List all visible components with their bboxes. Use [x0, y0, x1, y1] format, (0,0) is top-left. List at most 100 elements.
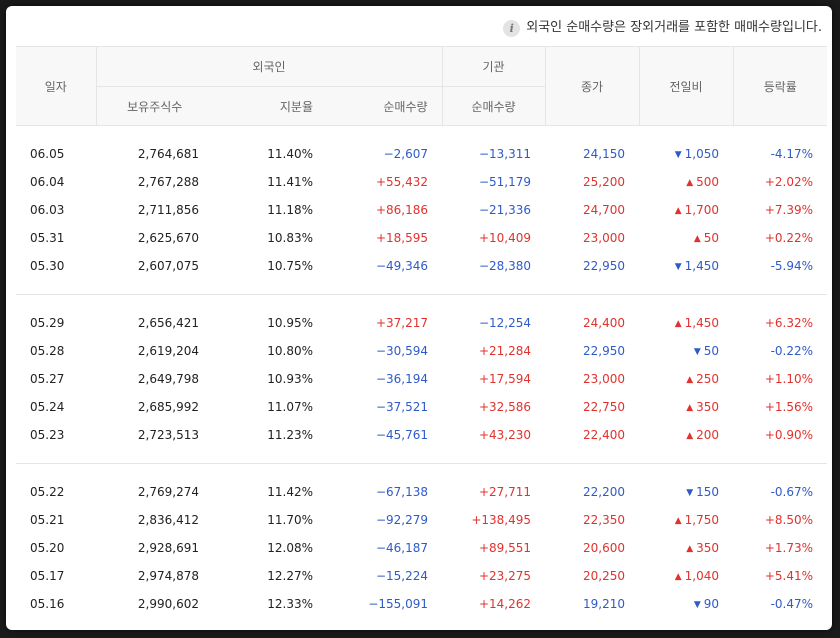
change-value: 50 [703, 231, 720, 245]
header-rate: 등락률 [732, 46, 828, 126]
group-separator [16, 280, 828, 295]
date-cell: 05.31 [30, 231, 65, 245]
holdings-cell: 2,769,274 [137, 485, 199, 499]
header-foreign: 외국인 [95, 46, 443, 87]
date-cell: 06.04 [30, 175, 65, 189]
ratio-cell: 12.33% [267, 597, 313, 611]
inst-net-cell: +10,409 [478, 231, 532, 245]
change-cell: ▲ 1,700 [639, 196, 733, 224]
foreign-net-cell: −67,138 [375, 485, 429, 499]
inst-net-cell: −13,311 [478, 147, 532, 161]
change-cell: ▲ 500 [639, 168, 733, 196]
change-value: 1,750 [684, 513, 720, 527]
change-value: 1,450 [684, 316, 720, 330]
rate-cell: +5.41% [764, 569, 814, 583]
date-cell: 06.05 [30, 147, 65, 161]
change-value: 90 [703, 597, 720, 611]
info-note-text: 외국인 순매수량은 장외거래를 포함한 매매수량입니다. [526, 20, 822, 35]
ratio-cell: 10.93% [267, 372, 313, 386]
header-inst-net: 순매수량 [441, 86, 546, 126]
inst-net-cell: +27,711 [478, 485, 532, 499]
table-row: 05.30 2,607,075 10.75% −49,346 −28,380 22,950… [16, 252, 827, 280]
holdings-cell: 2,764,681 [137, 147, 199, 161]
ratio-cell: 10.95% [267, 316, 313, 330]
holdings-cell: 2,649,798 [137, 372, 199, 386]
change-cell: ▼ 1,050 [639, 140, 733, 168]
table-row: 05.23 2,723,513 11.23% −45,761 +43,230 22,400… [16, 421, 827, 449]
change-cell: ▲ 350 [639, 393, 733, 421]
inst-net-cell: +17,594 [478, 372, 532, 386]
triangle-up-icon: ▲ [674, 206, 682, 216]
holdings-cell: 2,928,691 [137, 541, 199, 555]
foreign-net-cell: −2,607 [383, 147, 429, 161]
date-cell: 05.22 [30, 485, 65, 499]
table-row: 05.28 2,619,204 10.80% −30,594 +21,284 22,950… [16, 337, 827, 365]
inst-net-cell: +23,275 [478, 569, 532, 583]
table-row: 05.20 2,928,691 12.08% −46,187 +89,551 20,600… [16, 534, 827, 562]
change-value: 1,700 [684, 203, 720, 217]
ratio-cell: 11.18% [267, 203, 313, 217]
table-row: 05.17 2,974,878 12.27% −15,224 +23,275 20,250… [16, 562, 827, 590]
info-note: i 외국인 순매수량은 장외거래를 포함한 매매수량입니다. [6, 16, 832, 40]
close-cell: 23,000 [583, 231, 626, 245]
holdings-cell: 2,711,856 [137, 203, 199, 217]
triangle-up-icon: ▲ [686, 375, 694, 385]
triangle-down-icon: ▼ [693, 600, 701, 610]
date-cell: 05.30 [30, 259, 65, 273]
foreign-net-cell: −49,346 [375, 259, 429, 273]
holdings-cell: 2,607,075 [137, 259, 199, 273]
foreign-net-cell: −30,594 [375, 344, 429, 358]
ratio-cell: 10.83% [267, 231, 313, 245]
holdings-cell: 2,974,878 [137, 569, 199, 583]
triangle-up-icon: ▲ [693, 234, 701, 244]
date-cell: 05.28 [30, 344, 65, 358]
close-cell: 23,000 [583, 372, 626, 386]
foreign-net-cell: −46,187 [375, 541, 429, 555]
change-cell: ▲ 50 [639, 224, 733, 252]
foreign-net-cell: +55,432 [375, 175, 429, 189]
table-row: 05.31 2,625,670 10.83% +18,595 +10,409 23,000… [16, 224, 827, 252]
rate-cell: -5.94% [770, 259, 814, 273]
foreign-net-cell: −37,521 [375, 400, 429, 414]
inst-net-cell: +14,262 [478, 597, 532, 611]
ratio-cell: 12.27% [267, 569, 313, 583]
change-cell: ▲ 1,450 [639, 309, 733, 337]
foreign-net-cell: −45,761 [375, 428, 429, 442]
investor-trading-table: 일자 외국인 기관 종가 전일비 등락률 보유주식수 지분율 순매수량 순매수량… [16, 46, 828, 630]
inst-net-cell: +21,284 [478, 344, 532, 358]
foreign-net-cell: +18,595 [375, 231, 429, 245]
date-cell: 05.23 [30, 428, 65, 442]
close-cell: 22,400 [583, 428, 626, 442]
foreign-net-cell: −92,279 [375, 513, 429, 527]
header-foreign-net: 순매수량 [327, 86, 443, 126]
rate-cell: +8.50% [764, 513, 814, 527]
triangle-up-icon: ▲ [686, 178, 694, 188]
rate-cell: +1.56% [764, 400, 814, 414]
holdings-cell: 2,656,421 [137, 316, 199, 330]
foreign-net-cell: +37,217 [375, 316, 429, 330]
holdings-cell: 2,619,204 [137, 344, 199, 358]
table-row: 05.16 2,990,602 12.33% −155,091 +14,262 19,21… [16, 590, 827, 618]
change-cell: ▼ 1,450 [639, 252, 733, 280]
content-panel: i 외국인 순매수량은 장외거래를 포함한 매매수량입니다. 일자 외국인 기관 … [6, 6, 832, 630]
ratio-cell: 11.40% [267, 147, 313, 161]
date-cell: 05.20 [30, 541, 65, 555]
triangle-down-icon: ▼ [686, 488, 694, 498]
close-cell: 25,200 [583, 175, 626, 189]
ratio-cell: 11.70% [267, 513, 313, 527]
group-spacer [16, 464, 827, 479]
triangle-up-icon: ▲ [674, 319, 682, 329]
triangle-down-icon: ▼ [674, 262, 682, 272]
change-cell: ▲ 1,040 [639, 562, 733, 590]
foreign-net-cell: −36,194 [375, 372, 429, 386]
ratio-cell: 11.41% [267, 175, 313, 189]
rate-cell: -4.17% [770, 147, 814, 161]
change-cell: ▼ 150 [639, 478, 733, 506]
change-value: 250 [696, 372, 720, 386]
info-icon: i [503, 19, 521, 37]
header-close: 종가 [544, 46, 640, 126]
date-cell: 06.03 [30, 203, 65, 217]
change-value: 500 [696, 175, 720, 189]
foreign-net-cell: −15,224 [375, 569, 429, 583]
date-cell: 05.27 [30, 372, 65, 386]
